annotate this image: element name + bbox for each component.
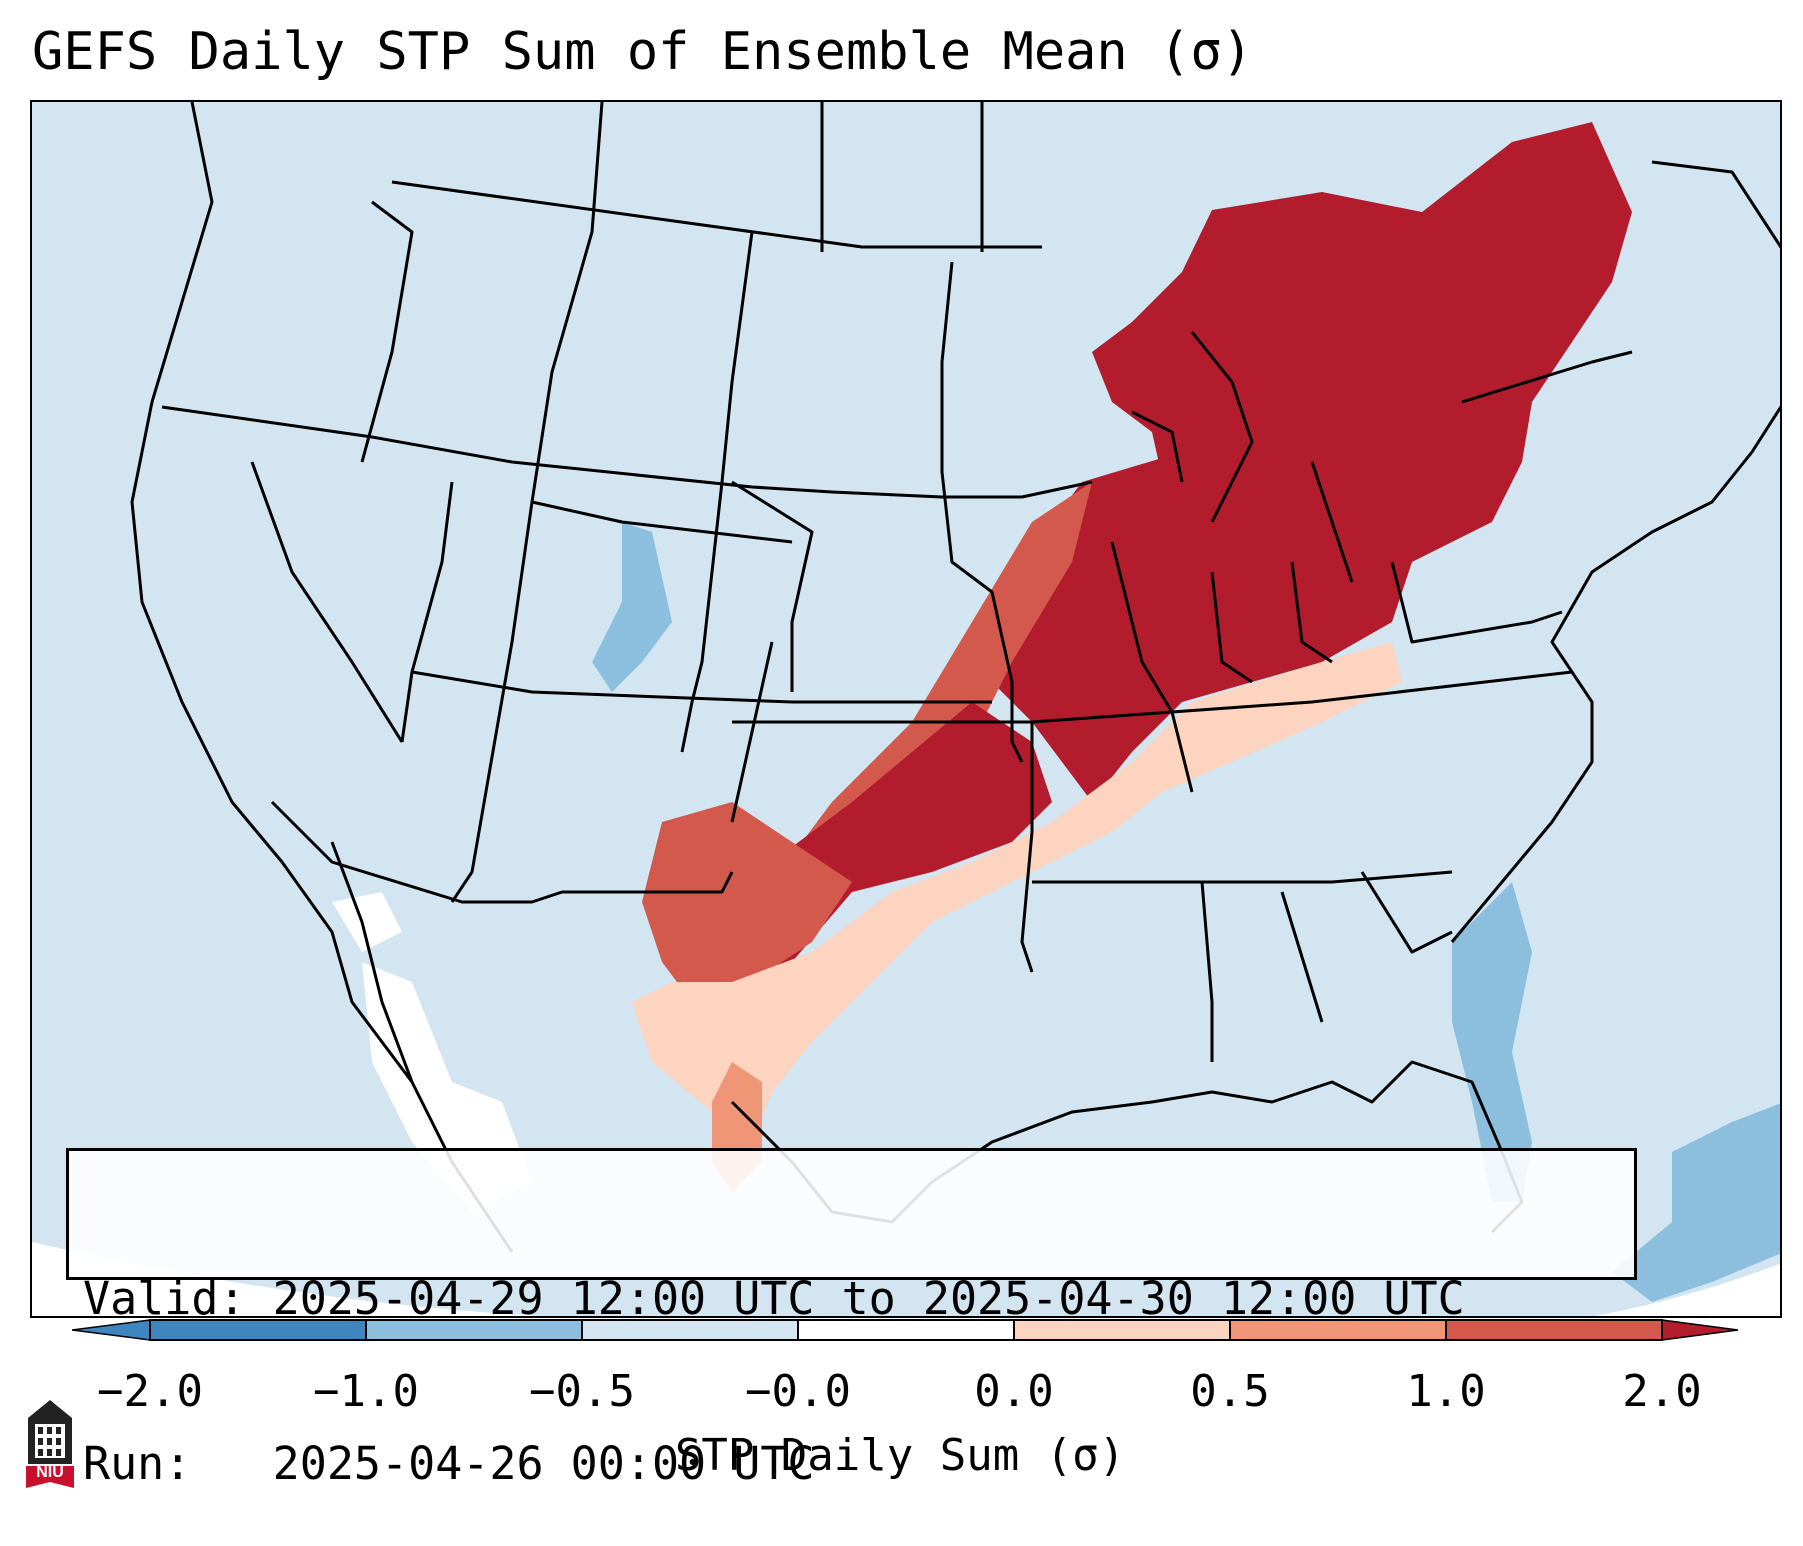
colorbar-bin-7 — [1446, 1320, 1662, 1340]
colorbar-tick: 0.0 — [974, 1366, 1054, 1417]
niu-logo: NIU — [22, 1394, 78, 1490]
colorbar-extend-low — [72, 1319, 151, 1341]
niu-tower-icon — [26, 1400, 74, 1488]
colorbar-bin-5 — [1014, 1320, 1230, 1340]
stp-region-colorado-negative — [592, 522, 672, 692]
map-outside-area-right — [1594, 1263, 1780, 1316]
stp-region-halo — [632, 642, 1402, 1142]
colorbar-tick: −0.5 — [529, 1366, 635, 1417]
colorbar-extend-high — [1661, 1319, 1738, 1341]
run-label: Run: — [83, 1437, 192, 1490]
colorbar — [72, 1319, 1738, 1341]
state-borders — [161, 102, 1633, 1062]
colorbar-bin-6 — [1230, 1320, 1446, 1340]
stp-region-arizona-neutral — [332, 892, 402, 952]
colorbar-bin-1 — [150, 1320, 366, 1340]
niu-logo-text: NIU — [36, 1464, 64, 1481]
stp-region-texas-mixed — [642, 802, 852, 1002]
map-panel[interactable] — [30, 100, 1782, 1318]
colorbar-bin-4 — [798, 1320, 1014, 1340]
valid-label: Valid: — [83, 1272, 246, 1325]
stp-region-fringe — [772, 482, 1092, 902]
valid-info-box: Valid: 2025-04-29 12:00 UTC to 2025-04-3… — [66, 1148, 1637, 1490]
valid-row: Valid: 2025-04-29 12:00 UTC to 2025-04-3… — [83, 1271, 1620, 1326]
colorbar-tick: 2.0 — [1622, 1366, 1702, 1417]
colorbar-label: STP Daily Sum (σ) — [674, 1430, 1126, 1481]
colorbar-bin-2 — [366, 1320, 582, 1340]
colorbar-tick: −0.0 — [745, 1366, 851, 1417]
valid-value: 2025-04-29 12:00 UTC to 2025-04-30 12:00… — [272, 1272, 1465, 1325]
colorbar-bin-3 — [582, 1320, 798, 1340]
map-outside-area — [32, 1242, 539, 1316]
colorbar-tick: −1.0 — [313, 1366, 419, 1417]
map-title: GEFS Daily STP Sum of Ensemble Mean (σ) — [32, 22, 1253, 82]
run-value: 2025-04-26 00:00 UTC — [272, 1437, 815, 1490]
colorbar-tick: −2.0 — [97, 1366, 203, 1417]
stp-region-caribbean-negative — [1612, 1103, 1780, 1302]
stp-region-southeast-negative — [1452, 882, 1532, 1202]
run-row: Run: 2025-04-26 00:00 UTC — [83, 1436, 1620, 1491]
stp-region-ohio-valley — [972, 452, 1412, 802]
colorbar-tick: 1.0 — [1406, 1366, 1486, 1417]
colorbar-tick: 0.5 — [1190, 1366, 1270, 1417]
map-canvas — [32, 102, 1780, 1316]
